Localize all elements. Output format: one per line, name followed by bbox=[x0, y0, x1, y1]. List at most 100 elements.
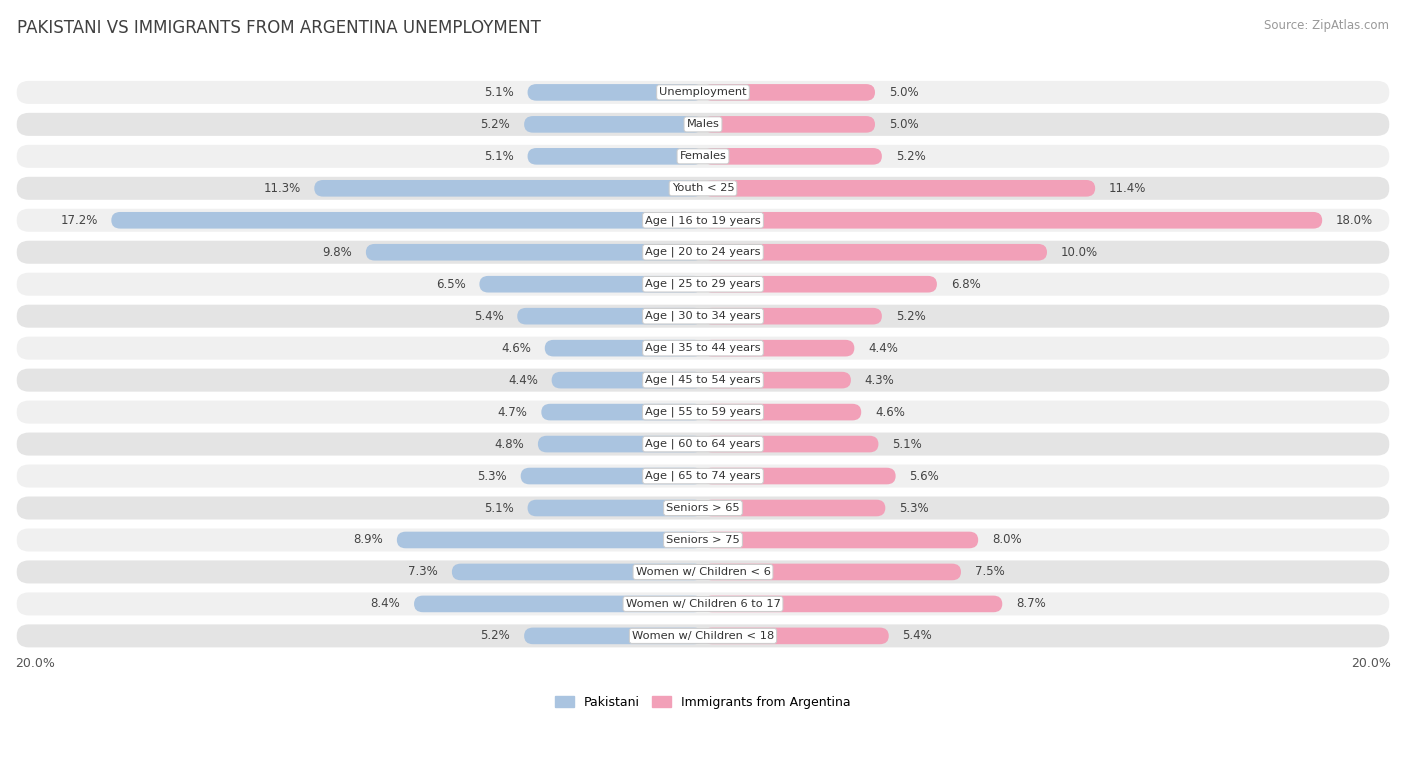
Text: 7.3%: 7.3% bbox=[408, 565, 439, 578]
FancyBboxPatch shape bbox=[703, 84, 875, 101]
FancyBboxPatch shape bbox=[524, 628, 703, 644]
Text: 5.4%: 5.4% bbox=[903, 629, 932, 643]
Text: 5.1%: 5.1% bbox=[484, 150, 513, 163]
Text: 17.2%: 17.2% bbox=[60, 213, 97, 227]
Text: Age | 30 to 34 years: Age | 30 to 34 years bbox=[645, 311, 761, 322]
Text: Females: Females bbox=[679, 151, 727, 161]
FancyBboxPatch shape bbox=[17, 145, 1389, 168]
FancyBboxPatch shape bbox=[703, 340, 855, 357]
Text: 4.3%: 4.3% bbox=[865, 374, 894, 387]
Text: 5.2%: 5.2% bbox=[896, 150, 925, 163]
Text: 5.3%: 5.3% bbox=[477, 469, 508, 482]
Text: Males: Males bbox=[686, 120, 720, 129]
FancyBboxPatch shape bbox=[703, 308, 882, 325]
FancyBboxPatch shape bbox=[527, 84, 703, 101]
FancyBboxPatch shape bbox=[544, 340, 703, 357]
FancyBboxPatch shape bbox=[524, 116, 703, 132]
FancyBboxPatch shape bbox=[315, 180, 703, 197]
Text: 4.8%: 4.8% bbox=[495, 438, 524, 450]
FancyBboxPatch shape bbox=[703, 500, 886, 516]
Text: 6.8%: 6.8% bbox=[950, 278, 980, 291]
Text: Source: ZipAtlas.com: Source: ZipAtlas.com bbox=[1264, 19, 1389, 32]
FancyBboxPatch shape bbox=[527, 148, 703, 164]
FancyBboxPatch shape bbox=[17, 560, 1389, 584]
Text: 4.4%: 4.4% bbox=[868, 341, 898, 354]
Text: Age | 25 to 29 years: Age | 25 to 29 years bbox=[645, 279, 761, 289]
FancyBboxPatch shape bbox=[703, 148, 882, 164]
FancyBboxPatch shape bbox=[17, 209, 1389, 232]
Text: 5.1%: 5.1% bbox=[893, 438, 922, 450]
Text: 9.8%: 9.8% bbox=[322, 246, 352, 259]
FancyBboxPatch shape bbox=[17, 400, 1389, 424]
FancyBboxPatch shape bbox=[413, 596, 703, 612]
Text: 18.0%: 18.0% bbox=[1336, 213, 1374, 227]
Text: Unemployment: Unemployment bbox=[659, 87, 747, 98]
FancyBboxPatch shape bbox=[703, 436, 879, 453]
Text: 5.0%: 5.0% bbox=[889, 118, 918, 131]
FancyBboxPatch shape bbox=[703, 276, 936, 292]
FancyBboxPatch shape bbox=[17, 369, 1389, 391]
FancyBboxPatch shape bbox=[703, 596, 1002, 612]
Text: 8.4%: 8.4% bbox=[371, 597, 401, 610]
Text: 5.1%: 5.1% bbox=[484, 501, 513, 515]
FancyBboxPatch shape bbox=[551, 372, 703, 388]
FancyBboxPatch shape bbox=[703, 564, 960, 581]
FancyBboxPatch shape bbox=[17, 337, 1389, 360]
Text: 4.6%: 4.6% bbox=[501, 341, 531, 354]
Text: 6.5%: 6.5% bbox=[436, 278, 465, 291]
Text: 4.7%: 4.7% bbox=[498, 406, 527, 419]
FancyBboxPatch shape bbox=[17, 241, 1389, 263]
Text: Age | 20 to 24 years: Age | 20 to 24 years bbox=[645, 247, 761, 257]
Text: Youth < 25: Youth < 25 bbox=[672, 183, 734, 193]
Text: 8.9%: 8.9% bbox=[353, 534, 382, 547]
Text: 5.3%: 5.3% bbox=[898, 501, 929, 515]
FancyBboxPatch shape bbox=[703, 628, 889, 644]
Text: 5.2%: 5.2% bbox=[481, 629, 510, 643]
FancyBboxPatch shape bbox=[17, 593, 1389, 615]
Text: 11.4%: 11.4% bbox=[1109, 182, 1146, 195]
FancyBboxPatch shape bbox=[396, 531, 703, 548]
Text: Age | 16 to 19 years: Age | 16 to 19 years bbox=[645, 215, 761, 226]
Text: 8.0%: 8.0% bbox=[993, 534, 1022, 547]
Text: 4.6%: 4.6% bbox=[875, 406, 905, 419]
FancyBboxPatch shape bbox=[17, 113, 1389, 136]
FancyBboxPatch shape bbox=[479, 276, 703, 292]
FancyBboxPatch shape bbox=[366, 244, 703, 260]
FancyBboxPatch shape bbox=[703, 212, 1322, 229]
Legend: Pakistani, Immigrants from Argentina: Pakistani, Immigrants from Argentina bbox=[550, 691, 856, 714]
FancyBboxPatch shape bbox=[17, 528, 1389, 552]
FancyBboxPatch shape bbox=[451, 564, 703, 581]
FancyBboxPatch shape bbox=[17, 177, 1389, 200]
Text: 5.6%: 5.6% bbox=[910, 469, 939, 482]
FancyBboxPatch shape bbox=[703, 403, 862, 420]
Text: Age | 35 to 44 years: Age | 35 to 44 years bbox=[645, 343, 761, 354]
Text: Women w/ Children 6 to 17: Women w/ Children 6 to 17 bbox=[626, 599, 780, 609]
Text: 4.4%: 4.4% bbox=[508, 374, 538, 387]
Text: 10.0%: 10.0% bbox=[1060, 246, 1098, 259]
FancyBboxPatch shape bbox=[17, 625, 1389, 647]
FancyBboxPatch shape bbox=[703, 116, 875, 132]
Text: Women w/ Children < 18: Women w/ Children < 18 bbox=[631, 631, 775, 641]
FancyBboxPatch shape bbox=[703, 468, 896, 484]
Text: 8.7%: 8.7% bbox=[1017, 597, 1046, 610]
FancyBboxPatch shape bbox=[703, 372, 851, 388]
FancyBboxPatch shape bbox=[703, 180, 1095, 197]
Text: 5.2%: 5.2% bbox=[481, 118, 510, 131]
FancyBboxPatch shape bbox=[17, 304, 1389, 328]
Text: 5.2%: 5.2% bbox=[896, 310, 925, 322]
Text: PAKISTANI VS IMMIGRANTS FROM ARGENTINA UNEMPLOYMENT: PAKISTANI VS IMMIGRANTS FROM ARGENTINA U… bbox=[17, 19, 541, 37]
Text: 7.5%: 7.5% bbox=[974, 565, 1004, 578]
Text: Age | 65 to 74 years: Age | 65 to 74 years bbox=[645, 471, 761, 481]
Text: 20.0%: 20.0% bbox=[1351, 656, 1391, 669]
Text: 20.0%: 20.0% bbox=[15, 656, 55, 669]
FancyBboxPatch shape bbox=[17, 81, 1389, 104]
FancyBboxPatch shape bbox=[17, 497, 1389, 519]
Text: 5.0%: 5.0% bbox=[889, 86, 918, 99]
FancyBboxPatch shape bbox=[527, 500, 703, 516]
FancyBboxPatch shape bbox=[703, 244, 1047, 260]
FancyBboxPatch shape bbox=[17, 465, 1389, 488]
Text: 5.1%: 5.1% bbox=[484, 86, 513, 99]
Text: Age | 60 to 64 years: Age | 60 to 64 years bbox=[645, 439, 761, 450]
Text: Age | 55 to 59 years: Age | 55 to 59 years bbox=[645, 407, 761, 417]
Text: 5.4%: 5.4% bbox=[474, 310, 503, 322]
